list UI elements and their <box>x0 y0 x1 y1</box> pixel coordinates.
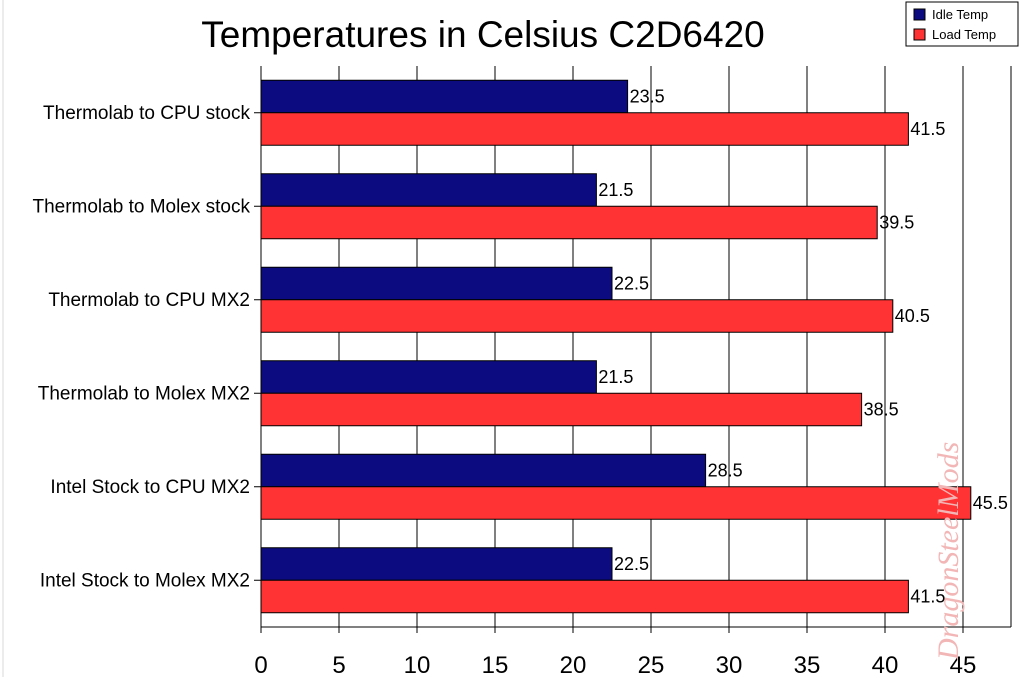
x-tick-label: 40 <box>872 652 899 677</box>
x-tick-label: 30 <box>716 652 743 677</box>
bar-value-label: 38.5 <box>864 400 899 420</box>
bar-value-label: 21.5 <box>598 367 633 387</box>
category-label: Thermolab to Molex stock <box>32 196 250 217</box>
category-label: Thermolab to CPU stock <box>43 103 250 124</box>
x-tick-label: 25 <box>638 652 665 677</box>
bar-value-label: 40.5 <box>895 306 930 326</box>
load-temp-bar <box>260 112 909 146</box>
gridlines <box>338 66 1012 627</box>
load-temp-bar <box>260 392 863 427</box>
idle-temp-bar <box>260 79 629 114</box>
x-tick-label: 45 <box>950 652 977 677</box>
load-temp-bar <box>260 205 878 240</box>
bar-value-label: 41.5 <box>910 119 945 139</box>
load-temp-bar <box>260 579 909 614</box>
legend-label: Load Temp <box>932 27 996 42</box>
watermark-signature: DragonSteelMods <box>932 442 965 661</box>
idle-temp-bar <box>260 547 613 581</box>
x-tick-label: 10 <box>404 652 431 677</box>
legend-swatch <box>913 8 926 21</box>
x-tick-label: 0 <box>254 652 267 677</box>
bar-value-label: 28.5 <box>708 461 743 481</box>
load-temp-bar <box>260 299 894 333</box>
load-temp-bar <box>260 486 972 520</box>
category-label: Intel Stock to Molex MX2 <box>40 570 250 591</box>
x-tick-label: 35 <box>794 652 821 677</box>
bar-value-label: 41.5 <box>910 587 945 607</box>
category-label: Intel Stock to CPU MX2 <box>50 477 250 498</box>
legend-label: Idle Temp <box>932 7 988 22</box>
idle-temp-bar <box>260 266 613 301</box>
x-tick-label: 20 <box>560 652 587 677</box>
axes: Thermolab to CPU stock Thermolab to Molex… <box>32 66 1011 677</box>
legend: Idle Temp Load Temp <box>905 1 1019 47</box>
bars-group: 23.5 41.5 21.5 39.5 22.5 40.5 21.5 38.5 28.5 45.5… <box>260 79 1008 614</box>
bar-value-label: 21.5 <box>598 180 633 200</box>
category-label: Thermolab to CPU MX2 <box>48 290 250 311</box>
idle-temp-bar <box>260 173 597 207</box>
idle-temp-bar <box>260 360 597 394</box>
bar-value-label: 39.5 <box>879 213 914 233</box>
bar-value-label: 23.5 <box>630 87 665 107</box>
x-tick-label: 15 <box>482 652 509 677</box>
bar-value-label: 45.5 <box>973 493 1008 513</box>
category-label: Thermolab to Molex MX2 <box>38 383 250 404</box>
legend-swatch <box>913 28 926 41</box>
bar-value-label: 22.5 <box>614 274 649 294</box>
x-tick-label: 5 <box>332 652 345 677</box>
bar-value-label: 22.5 <box>614 554 649 574</box>
chart-title: Temperatures in Celsius C2D6420 <box>201 14 765 55</box>
idle-temp-bar <box>260 453 707 488</box>
